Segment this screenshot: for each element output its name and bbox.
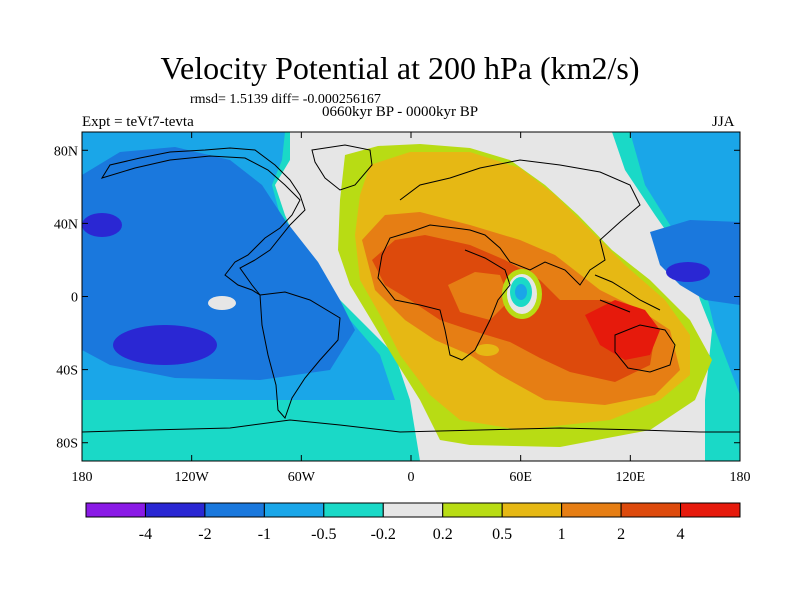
x-tick-label: 180 xyxy=(730,470,751,485)
colorbar-label: 0.2 xyxy=(433,526,453,543)
contour-fill xyxy=(82,132,740,461)
axis-labels: 80N 40N 0 40S 80S 180 120W 60W 0 60E 120E 180 xyxy=(54,144,751,485)
colorbar-label: -2 xyxy=(198,526,211,543)
x-tick-label: 60E xyxy=(509,470,532,485)
experiment-label: Expt = teVt7-tevta xyxy=(82,114,194,130)
rmsd-diff-stats: rmsd= 1.5139 diff= -0.000256167 xyxy=(190,92,381,107)
x-tick-label: 0 xyxy=(408,470,415,485)
period-label: 0660kyr BP - 0000kyr BP xyxy=(322,104,479,120)
y-tick-label: 0 xyxy=(71,291,78,306)
colorbar-labels: -4 -2 -1 -0.5 -0.2 0.2 0.5 1 2 4 xyxy=(139,526,685,543)
y-tick-label: 40S xyxy=(56,364,78,379)
colorbar-swatch xyxy=(382,502,444,518)
colorbar xyxy=(85,502,741,518)
chart-title: Velocity Potential at 200 hPa (km2/s) xyxy=(160,50,640,86)
x-tick-label: 120E xyxy=(616,470,646,485)
colorbar-swatch xyxy=(680,502,741,518)
colorbar-label: 1 xyxy=(558,526,566,543)
coastlines xyxy=(82,144,740,433)
colorbar-swatch xyxy=(620,502,682,518)
colorbar-swatch xyxy=(442,502,503,518)
season-label: JJA xyxy=(712,114,735,130)
colorbar-swatch xyxy=(204,502,265,518)
colorbar-swatch xyxy=(263,502,325,518)
x-tick-label: 120W xyxy=(175,470,210,485)
colorbar-swatch xyxy=(501,502,563,518)
colorbar-swatch xyxy=(85,502,146,518)
y-tick-label: 80N xyxy=(54,144,78,159)
colorbar-label: 2 xyxy=(617,526,625,543)
y-tick-label: 80S xyxy=(56,437,78,452)
y-tick-label: 40N xyxy=(54,217,78,232)
axis-ticks xyxy=(81,132,741,461)
colorbar-label: -1 xyxy=(258,526,271,543)
colorbar-swatch xyxy=(561,502,622,518)
colorbar-label: 4 xyxy=(677,526,685,543)
x-tick-label: 60W xyxy=(288,470,316,485)
colorbar-label: -0.2 xyxy=(371,526,396,543)
colorbar-label: 0.5 xyxy=(492,526,512,543)
colorbar-label: -4 xyxy=(139,526,152,543)
colorbar-swatch xyxy=(144,502,206,518)
colorbar-swatch xyxy=(323,502,384,518)
x-tick-label: 180 xyxy=(72,470,93,485)
colorbar-label: -0.5 xyxy=(311,526,336,543)
